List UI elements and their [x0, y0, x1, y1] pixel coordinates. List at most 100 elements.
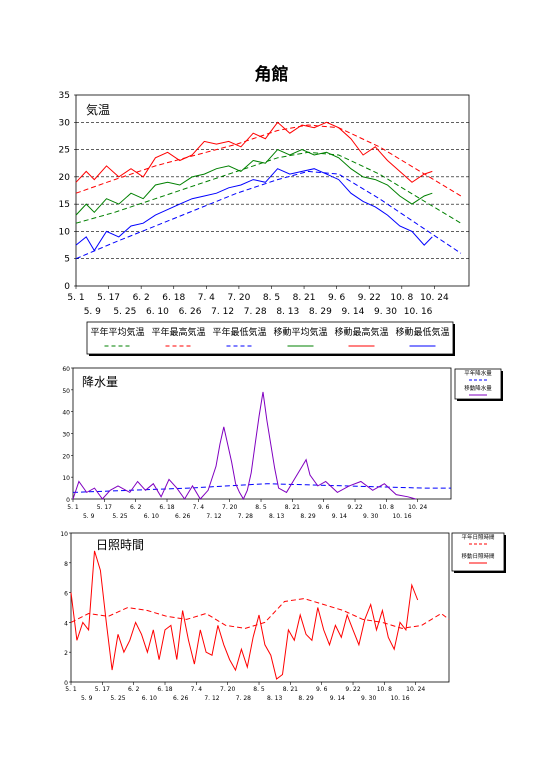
series-line-2-1 — [72, 483, 451, 493]
y-tick-label: 0 — [66, 497, 70, 504]
legend-entry: 移動日照時間 — [461, 552, 495, 560]
x-tick-label: 9. 6 — [328, 293, 345, 303]
x-tick-label: 10. 8 — [390, 293, 413, 303]
x-tick-label: 7. 28 — [244, 307, 267, 317]
y-tick-label: 20 — [59, 173, 71, 183]
legend-box-1 — [86, 321, 454, 355]
y-tick-label: 30 — [62, 432, 70, 439]
x-tick-label: 5. 17 — [97, 293, 120, 303]
x-tick-label: 7. 12 — [206, 513, 221, 520]
x-tick-label: 8. 5 — [255, 504, 267, 511]
series-line-2-2 — [72, 391, 416, 501]
x-tick-label: 7. 20 — [220, 686, 235, 693]
x-tick-label: 9. 22 — [345, 686, 360, 693]
legend-entry: 移動最低気温 — [395, 326, 449, 338]
x-tick-label: 7. 28 — [236, 695, 251, 702]
x-tick-label: 10. 24 — [406, 686, 425, 693]
x-tick-label: 6. 26 — [175, 513, 190, 520]
x-tick-label: 5. 9 — [84, 307, 101, 317]
x-tick-label: 10. 8 — [379, 504, 394, 511]
page-title: 角館 — [254, 65, 289, 85]
x-tick-label: 8. 21 — [293, 293, 316, 303]
y-tick-label: 35 — [59, 91, 70, 101]
x-tick-label: 5. 1 — [67, 293, 84, 303]
x-tick-label: 5. 25 — [112, 513, 127, 520]
legend-entry: 移動最高気温 — [334, 326, 388, 338]
legend-entry: 平年平均気温 — [90, 326, 144, 338]
x-tick-label: 8. 29 — [300, 513, 315, 520]
y-tick-label: 2 — [64, 650, 68, 657]
x-tick-label: 7. 4 — [193, 504, 205, 511]
x-tick-label: 6. 2 — [128, 686, 140, 693]
y-tick-label: 50 — [62, 388, 70, 395]
x-tick-label: 6. 10 — [146, 307, 169, 317]
y-tick-label: 10 — [62, 475, 70, 482]
y-tick-label: 10 — [59, 227, 71, 237]
series-line-1-3 — [75, 170, 462, 260]
x-tick-label: 6. 26 — [179, 307, 202, 317]
x-tick-label: 6. 18 — [159, 504, 174, 511]
x-tick-label: 10. 24 — [408, 504, 427, 511]
x-tick-label: 7. 28 — [238, 513, 253, 520]
y-tick-label: 30 — [59, 118, 71, 128]
x-tick-label: 6. 2 — [133, 293, 150, 303]
x-tick-label: 8. 21 — [285, 504, 300, 511]
y-tick-label: 10 — [60, 531, 68, 538]
x-tick-label: 8. 5 — [253, 686, 265, 693]
x-tick-label: 9. 22 — [358, 293, 381, 303]
plot-frame-2 — [72, 367, 452, 500]
x-tick-label: 7. 20 — [222, 504, 237, 511]
x-tick-label: 6. 10 — [142, 695, 157, 702]
y-tick-label: 6 — [64, 591, 68, 598]
x-tick-label: 6. 2 — [130, 504, 142, 511]
x-tick-label: 7. 4 — [198, 293, 215, 303]
x-tick-label: 8. 29 — [309, 307, 332, 317]
series-line-1-6 — [75, 168, 433, 252]
series-line-1-1 — [75, 151, 462, 224]
x-tick-label: 5. 25 — [110, 695, 125, 702]
x-tick-label: 7. 12 — [204, 695, 219, 702]
x-tick-label: 10. 16 — [404, 307, 433, 317]
x-tick-label: 9. 14 — [332, 513, 347, 520]
x-tick-label: 6. 26 — [173, 695, 188, 702]
plot-frame-1 — [75, 94, 470, 287]
x-tick-label: 9. 30 — [361, 695, 376, 702]
x-tick-label: 8. 21 — [283, 686, 298, 693]
x-tick-label: 9. 14 — [330, 695, 345, 702]
x-tick-label: 8. 13 — [267, 695, 282, 702]
x-tick-label: 5. 9 — [83, 513, 95, 520]
x-tick-label: 7. 12 — [211, 307, 234, 317]
x-tick-label: 9. 6 — [316, 686, 328, 693]
x-tick-label: 6. 18 — [157, 686, 172, 693]
x-tick-label: 7. 4 — [191, 686, 203, 693]
chart-title-1: 気温 — [86, 102, 110, 117]
series-line-3-2 — [70, 550, 419, 680]
legend-entry: 移動降水量 — [464, 384, 492, 392]
y-tick-label: 0 — [64, 680, 68, 687]
y-tick-label: 15 — [59, 200, 70, 210]
legend-entry: 平年最低気温 — [212, 326, 266, 338]
x-tick-label: 5. 17 — [95, 686, 110, 693]
x-tick-label: 9. 30 — [363, 513, 378, 520]
legend-entry: 平年最高気温 — [151, 326, 205, 338]
x-tick-label: 8. 29 — [298, 695, 313, 702]
plot-frame-3 — [70, 532, 450, 683]
x-tick-label: 8. 13 — [269, 513, 284, 520]
x-tick-label: 6. 18 — [162, 293, 185, 303]
legend-box-3 — [451, 532, 505, 572]
x-tick-label: 9. 6 — [318, 504, 330, 511]
x-tick-label: 5. 25 — [113, 307, 136, 317]
chart-title-3: 日照時間 — [96, 538, 144, 552]
x-tick-label: 8. 5 — [263, 293, 280, 303]
x-tick-label: 9. 30 — [374, 307, 397, 317]
y-tick-label: 25 — [59, 146, 70, 156]
series-line-3-1 — [70, 598, 450, 629]
series-line-1-2 — [75, 124, 462, 197]
y-tick-label: 0 — [64, 282, 70, 292]
series-line-1-5 — [75, 121, 433, 183]
x-tick-label: 7. 20 — [227, 293, 250, 303]
legend-entry: 平年日照時間 — [461, 533, 495, 541]
legend-entry: 平年降水量 — [464, 369, 492, 377]
y-tick-label: 40 — [62, 410, 70, 417]
